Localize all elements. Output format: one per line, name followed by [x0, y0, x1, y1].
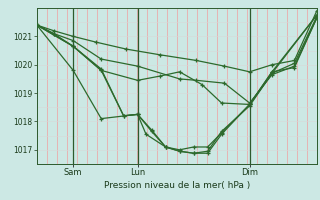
X-axis label: Pression niveau de la mer( hPa ): Pression niveau de la mer( hPa )	[104, 181, 250, 190]
